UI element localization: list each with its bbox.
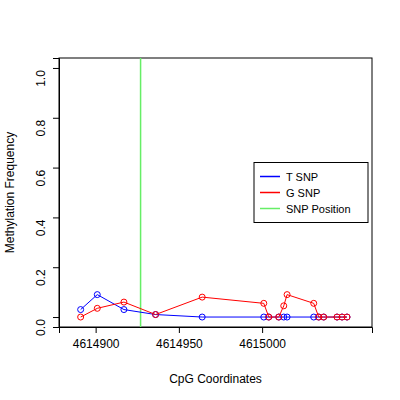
data-point	[94, 305, 100, 311]
plot-area	[78, 58, 350, 327]
data-point	[199, 314, 205, 320]
data-point	[344, 314, 350, 320]
y-tick-mark	[53, 217, 59, 218]
y-tick-mark	[53, 267, 59, 268]
y-tick-mark	[53, 168, 59, 169]
y-tick: 0.6	[34, 168, 59, 186]
legend-label: SNP Position	[286, 203, 351, 215]
x-tick-label: 4615000	[239, 337, 286, 351]
series-line	[81, 295, 347, 317]
y-tick-label: 0.8	[34, 120, 48, 137]
data-point	[121, 299, 127, 305]
data-point	[94, 292, 100, 298]
data-point	[311, 300, 317, 306]
y-tick: 0.2	[34, 268, 59, 286]
x-axis-title: CpG Coordinates	[169, 372, 262, 386]
y-tick-label: 1.0	[34, 70, 48, 87]
y-tick-mark	[53, 68, 59, 69]
legend-swatch	[260, 176, 280, 178]
x-tick: 4615000	[239, 327, 286, 351]
y-axis: 0.0 0.2 0.4 0.6 0.8 1.0	[34, 59, 60, 336]
x-tick-mark	[262, 327, 263, 333]
data-point	[261, 300, 267, 306]
y-tick-label: 0.0	[34, 319, 48, 336]
y-tick: 1.0	[34, 68, 59, 86]
series-line	[81, 295, 347, 317]
x-tick-mark	[179, 327, 180, 333]
y-tick: 0.0	[34, 318, 59, 336]
x-tick: 4614900	[73, 327, 120, 351]
chart: 4614900 4614950 4615000 0.0 0.2 0.4 0.6 0.8 1.0 C…	[0, 0, 400, 400]
data-point	[281, 303, 287, 309]
data-point	[266, 314, 272, 320]
y-tick-mark	[53, 317, 59, 318]
data-point	[321, 314, 327, 320]
snp-position-line	[140, 58, 142, 327]
y-tick: 0.8	[34, 118, 59, 136]
data-point	[153, 312, 159, 318]
y-tick-mark	[53, 118, 59, 119]
plot-frame	[59, 58, 372, 327]
data-point	[284, 314, 290, 320]
data-point	[284, 292, 290, 298]
y-axis-title: Methylation Frequency	[3, 132, 17, 253]
data-point	[78, 314, 84, 320]
data-point	[121, 307, 127, 313]
legend-box	[254, 163, 368, 223]
legend-swatch	[260, 208, 280, 210]
y-axis-line	[53, 59, 60, 328]
x-tick: 4614950	[156, 327, 203, 351]
y-tick-label: 0.4	[34, 219, 48, 236]
x-axis-line	[60, 328, 373, 334]
legend: T SNP G SNP SNP Position	[254, 163, 368, 223]
legend-label: T SNP	[286, 171, 318, 183]
y-tick-label: 0.6	[34, 169, 48, 186]
x-tick-label: 4614950	[156, 337, 203, 351]
x-tick-mark	[96, 327, 97, 333]
legend-label: G SNP	[286, 187, 320, 199]
data-point	[78, 307, 84, 313]
data-point	[199, 294, 205, 300]
data-point	[276, 314, 282, 320]
x-axis: 4614900 4614950 4615000	[60, 327, 373, 351]
legend-swatch	[260, 192, 280, 194]
y-tick: 0.4	[34, 218, 59, 236]
y-tick-label: 0.2	[34, 269, 48, 286]
x-tick-label: 4614900	[73, 337, 120, 351]
